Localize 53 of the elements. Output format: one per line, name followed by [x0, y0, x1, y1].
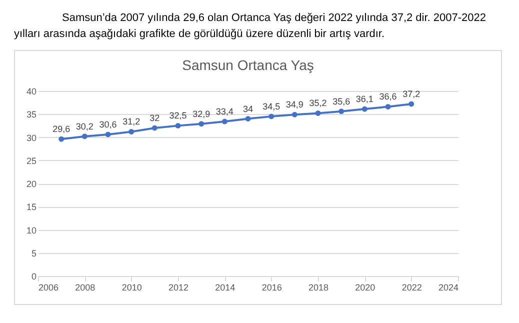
point [338, 108, 344, 114]
y-tick-label: 5 [31, 248, 36, 258]
y-tick-label: 40 [26, 86, 36, 96]
data-label: 37,2 [402, 88, 420, 99]
data-label: 36,1 [356, 94, 374, 104]
point [362, 106, 368, 112]
data-label: 33,4 [216, 106, 234, 117]
point [105, 132, 111, 138]
point [268, 114, 274, 120]
text: Samsun’da 2007 yılında 29,6 olan Ortanca Yaş değeri 2022 yılında 37,2 dir. 2007-2022 yılları arasında aşağıdaki grafikte de görüldüğü üzere düzenli bir artış vardır. [14, 11, 488, 42]
point [408, 101, 414, 107]
point [128, 128, 134, 134]
x-tick-label: 2008 [75, 282, 96, 292]
x-tick-label: 2024 [438, 282, 458, 292]
x-tick-label: 2018 [308, 282, 329, 292]
y-tick-label: 0 [31, 272, 36, 282]
y-tick-label: 15 [26, 202, 36, 212]
data-label: 34,9 [286, 100, 304, 110]
data-label: 34,5 [262, 101, 280, 112]
x-tick-label: 2012 [168, 282, 189, 292]
point [385, 104, 391, 110]
data-label: 30,2 [76, 121, 94, 132]
data-label: 32 [150, 113, 160, 123]
point [175, 122, 181, 128]
data-label: 30,6 [99, 119, 117, 130]
chart-title: Samsun Ortanca Yaş [182, 57, 314, 73]
x-tick-label: 2006 [38, 282, 59, 292]
x-tick-label: 2022 [402, 282, 422, 292]
data-label: 29,6 [52, 124, 70, 134]
y-tick-label: 20 [26, 179, 36, 189]
point [152, 125, 158, 131]
point [198, 121, 204, 127]
point [82, 134, 88, 140]
y-tick-label: 10 [26, 225, 36, 236]
y-tick-label: 25 [26, 156, 36, 166]
y-tick-label: 35 [26, 110, 36, 120]
y-tick-label: 30 [26, 132, 36, 143]
point [58, 136, 64, 142]
data-label: 36,6 [379, 92, 397, 102]
data-label: 32,5 [169, 110, 187, 121]
data-label: 35,2 [309, 98, 327, 108]
data-label: 34 [242, 104, 254, 114]
x-tick-label: 2020 [355, 282, 376, 292]
point [245, 116, 251, 122]
point [222, 118, 228, 124]
data-label: 31,2 [122, 116, 140, 127]
data-label: 35,6 [332, 96, 350, 106]
x-tick-label: 2010 [122, 282, 142, 292]
x-tick-label: 2016 [262, 282, 282, 292]
point [292, 112, 298, 118]
point [315, 110, 321, 116]
data-label: 32,9 [192, 108, 210, 119]
x-tick-label: 2014 [215, 282, 236, 292]
